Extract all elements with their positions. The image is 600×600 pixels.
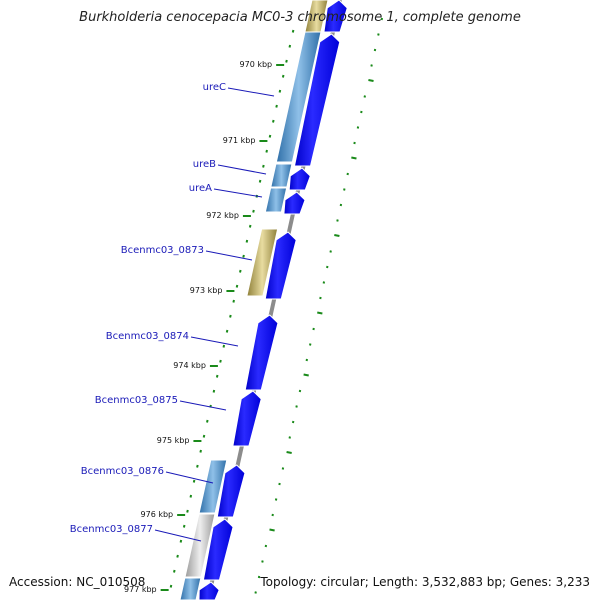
gene-arrow [323,0,348,33]
inner-tick [281,74,285,78]
gene-arrow [232,390,262,447]
cds-block [264,187,288,213]
inner-tick [275,104,278,108]
inner-tick [272,119,275,123]
gene-label[interactable]: Bcenmc03_0875 [95,395,178,406]
inner-tick [199,449,202,453]
inner-tick [235,284,239,288]
inner-tick [239,269,242,273]
gene-label[interactable]: ureB [193,159,216,170]
inner-tick-track [169,29,295,588]
tick-label: 973 kbp [190,286,223,295]
tick-label: 975 kbp [157,436,190,445]
outer-tick [286,451,292,454]
cds-block [246,228,279,297]
gene-label[interactable]: Bcenmc03_0876 [81,466,164,477]
outer-tick [303,373,309,377]
gene-arrows [198,0,348,600]
inner-tick [242,254,245,258]
tick-label: 976 kbp [141,510,174,519]
inner-tick [245,239,249,243]
gene-labels: ureC ureB ureA Bcenmc03_0873 Bcenmc03_0874 Bc… [70,82,275,542]
inner-tick [278,89,282,93]
topology-summary: Topology: circular; Length: 3,532,883 bp… [260,575,590,589]
inner-tick [169,584,173,588]
inner-tick [225,329,229,333]
gene-label[interactable]: ureA [189,183,212,194]
outer-tick [269,528,275,532]
inner-tick [291,29,295,33]
gene-leader-line [205,250,253,261]
tick-label: 974 kbp [173,361,206,370]
inner-tick [265,149,268,153]
gene-leader-line [165,471,214,484]
gene-leader-line [179,400,227,411]
map-title: Burkholderia cenocepacia MC0-3 chromosom… [79,10,521,25]
inner-tick [229,314,232,318]
inner-tick [222,344,226,348]
inner-tick [288,44,292,48]
inner-tick [215,374,219,378]
tick-label: 972 kbp [206,211,239,220]
cds-block [179,577,202,600]
inner-tick [182,524,186,528]
inner-tick [248,224,252,228]
gene-arrow [283,191,306,215]
gene-leader-line [190,336,239,347]
inner-tick [232,299,235,303]
gene-arrow [293,33,341,167]
outer-tick [334,234,340,237]
cds-block [270,163,293,188]
inner-tick [262,164,265,168]
gene-arrow [288,167,311,191]
inner-tick [202,434,206,438]
inner-tick [192,479,196,483]
outer-tick-track [254,17,384,594]
gene-arrow [216,464,246,518]
gene-arrow [202,518,234,581]
gene-label[interactable]: Bcenmc03_0877 [70,524,153,535]
inner-tick [186,509,189,513]
gene-leader-line [154,529,202,542]
gene-leader-line [217,164,267,175]
inner-tick [212,389,216,393]
gene-arrow [264,231,297,300]
gene-leader-line [213,188,263,198]
cds-block [184,513,216,578]
outer-tick [317,311,323,315]
accession-text: Accession: NC_010508 [9,575,146,589]
tick-label: 970 kbp [240,60,273,69]
tick-labels: 970 kbp 971 kbp 972 kbp 973 kbp 974 kbp 975 k… [124,60,285,594]
inner-tick [268,134,272,138]
inner-tick [189,494,193,498]
gene-arrow [198,581,220,600]
outer-tick [368,79,374,82]
inner-tick [176,554,179,558]
inner-tick [252,209,255,213]
gene-label[interactable]: Bcenmc03_0874 [106,331,189,342]
inner-tick [196,464,199,468]
inner-tick [206,419,209,423]
gene-label[interactable]: ureC [203,82,226,93]
gene-arrow [244,314,279,391]
inner-tick [179,539,183,543]
tick-label: 977 kbp [124,585,157,594]
inner-tick [258,179,262,183]
cds-block [275,31,322,163]
inner-tick [173,569,176,573]
gene-leader-line [227,87,275,97]
cds-features [179,0,329,600]
cds-block [198,459,228,514]
inner-tick [219,359,222,363]
gene-label[interactable]: Bcenmc03_0873 [121,245,204,256]
tick-label: 971 kbp [223,136,256,145]
outer-tick [351,156,357,160]
inner-tick [285,59,288,63]
